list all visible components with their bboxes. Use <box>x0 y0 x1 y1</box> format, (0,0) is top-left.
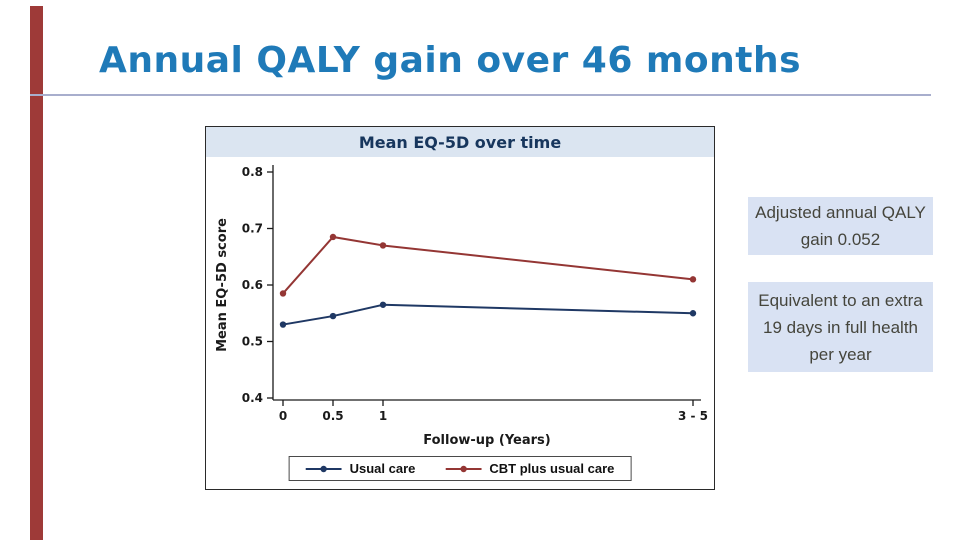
y-tick-label: 0.6 <box>242 278 263 292</box>
legend-label: CBT plus usual care <box>489 461 615 476</box>
y-axis-label: Mean EQ-5D score <box>215 218 230 352</box>
series-line <box>282 303 694 326</box>
series-marker <box>279 321 287 328</box>
x-axis-label: Follow-up (Years) <box>423 433 550 448</box>
x-tick-label: 0 <box>279 409 287 423</box>
legend-swatch <box>445 465 482 472</box>
chart-legend: Usual care CBT plus usual care <box>288 456 632 481</box>
y-tick-label: 0.5 <box>242 335 263 349</box>
legend-entry: CBT plus usual care <box>445 461 614 476</box>
legend-swatch <box>305 465 342 472</box>
series-marker <box>379 242 387 249</box>
slide-accent-bar <box>30 6 43 540</box>
chart-title: Mean EQ-5D over time <box>206 127 714 157</box>
series-line <box>282 235 694 295</box>
series-marker <box>689 310 697 317</box>
y-tick-label: 0.8 <box>242 165 263 179</box>
y-tick-label: 0.7 <box>242 222 263 236</box>
y-tick-label: 0.4 <box>242 391 263 405</box>
callout-qaly-gain: Adjusted annual QALY gain 0.052 <box>748 197 933 255</box>
callout-days-full-health: Equivalent to an extra 19 days in full h… <box>748 282 933 372</box>
title-divider <box>30 94 931 96</box>
slide-title: Annual QALY gain over 46 months <box>99 40 802 81</box>
series-marker <box>689 276 697 283</box>
series-marker <box>379 301 387 308</box>
series-marker <box>279 290 287 297</box>
x-tick-label: 0.5 <box>322 409 343 423</box>
x-tick-label: 3 - 5 <box>678 409 708 423</box>
chart-figure: Mean EQ-5D over time 0.4 0.5 0.6 0.7 0.8 0 0.5… <box>205 126 715 490</box>
series-marker <box>329 312 337 320</box>
x-tick-label: 1 <box>379 409 387 423</box>
chart-plot: 0.4 0.5 0.6 0.7 0.8 0 0.5 1 3 - 5 Mean EQ-5D scor… <box>215 165 708 448</box>
series-marker <box>329 233 337 241</box>
legend-entry: Usual care <box>305 461 416 476</box>
legend-label: Usual care <box>349 461 416 476</box>
